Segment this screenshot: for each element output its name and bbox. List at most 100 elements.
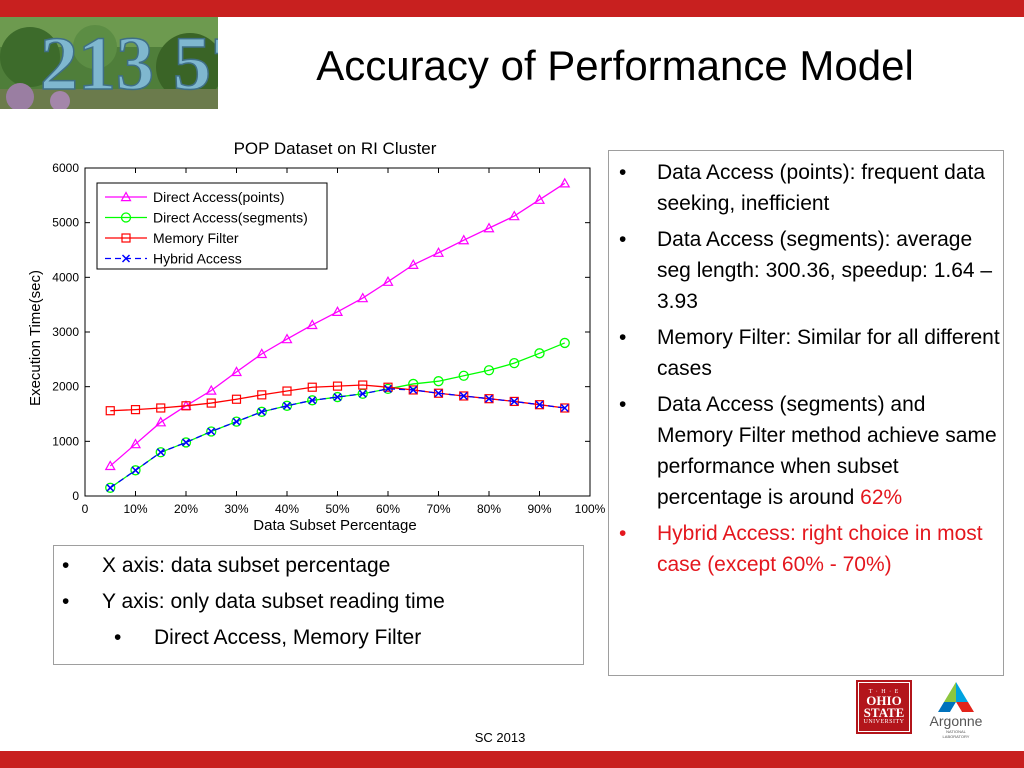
data-point-square [206, 398, 216, 408]
bullet-marker: • [62, 554, 70, 577]
note-item: • Y axis: only data subset reading time [54, 590, 583, 614]
data-point-x-stroke [535, 400, 544, 409]
data-point-x [156, 448, 165, 457]
data-point-triangle [281, 333, 293, 344]
data-point-square [130, 405, 141, 415]
y-tick-label: 2000 [52, 380, 79, 394]
y-tick-label: 4000 [52, 270, 79, 284]
data-point-x [535, 400, 544, 409]
data-point-x [560, 403, 569, 413]
data-point-circle [155, 447, 166, 458]
x-tick-label: 80% [477, 502, 501, 516]
data-point-triangle [256, 348, 268, 359]
slide-title: Accuracy of Performance Model [316, 42, 914, 89]
finding-item: • Data Access (segments) and Memory Filte… [609, 389, 1003, 513]
data-point-triangle [120, 191, 132, 202]
photo-sculpture-text: 213 57 [40, 22, 218, 106]
data-point-x-stroke [156, 448, 165, 457]
data-point-circle [180, 437, 192, 448]
legend-entry: Hybrid Access [105, 251, 242, 267]
argonne-sub1: NATIONAL [946, 729, 966, 734]
legend-label: Direct Access(points) [153, 189, 284, 205]
data-point-x [121, 254, 131, 263]
argonne-sub2: LABORATORY [943, 734, 970, 739]
data-point-circle [105, 482, 116, 493]
data-point-x-stroke [181, 438, 191, 447]
x-tick-label: 10% [123, 502, 147, 516]
bottom-red-bar [0, 751, 1024, 768]
x-tick-label: 0 [82, 502, 89, 516]
bullet-marker: • [114, 626, 122, 649]
x-tick-label: 30% [224, 502, 248, 516]
data-point-circle [307, 395, 318, 406]
finding-highlight: 62% [860, 486, 903, 509]
data-point-square [156, 403, 166, 413]
legend-entry: Direct Access(segments) [105, 210, 308, 226]
data-point-x-stroke [510, 397, 519, 406]
data-point-circle [458, 370, 469, 381]
data-point-x [459, 391, 468, 400]
data-point-x-stroke [383, 384, 393, 393]
data-point-x [131, 466, 140, 475]
osu-logo-line3: STATE [863, 705, 905, 720]
data-point-square [105, 406, 115, 416]
x-tick-label: 60% [376, 502, 400, 516]
data-point-x [308, 396, 317, 405]
finding-text: Data Access (segments): average seg leng… [657, 228, 993, 313]
ohio-state-logo-inner: T · H · E OHIO STATE UNIVERSITY [858, 682, 910, 732]
data-point-triangle [306, 319, 318, 330]
data-point-triangle [559, 177, 571, 188]
y-tick-label: 5000 [52, 216, 79, 230]
y-tick-label: 0 [72, 489, 79, 503]
data-point-square [307, 382, 317, 392]
data-point-x-stroke [257, 407, 266, 416]
bullet-marker: • [619, 522, 627, 545]
finding-text: Data Access (segments) and Memory Filter… [657, 393, 997, 509]
data-point-circle [483, 365, 495, 376]
data-point-x-stroke [121, 254, 131, 263]
data-point-x [232, 417, 241, 426]
data-point-triangle [205, 384, 217, 395]
data-point-x [333, 393, 342, 402]
data-point-x [383, 384, 393, 393]
data-point-triangle [357, 292, 369, 303]
data-point-triangle [407, 259, 419, 269]
chart-legend: Direct Access(points) Direct Access(segme… [96, 182, 328, 270]
data-point-x [409, 385, 418, 394]
data-point-triangle [104, 460, 116, 471]
legend-label: Memory Filter [153, 230, 239, 246]
osu-logo-line1: T · H · E [868, 689, 900, 695]
data-point-x-stroke [207, 427, 216, 436]
data-point-x-stroke [434, 389, 443, 398]
legend-label: Hybrid Access [153, 251, 242, 267]
data-point-x [106, 483, 115, 492]
data-point-x [358, 389, 367, 398]
y-tick-label: 6000 [52, 161, 79, 175]
axis-notes-box: • X axis: data subset percentage • Y axis:… [53, 545, 584, 665]
data-point-x [510, 397, 519, 406]
data-point-x-stroke [560, 403, 569, 413]
bullet-marker: • [619, 228, 627, 251]
findings-list: • Data Access (points): frequent data see… [609, 151, 1003, 580]
data-point-x-stroke [409, 385, 418, 394]
data-point-circle [256, 406, 267, 417]
finding-item: • Data Access (points): frequent data see… [609, 157, 1003, 219]
data-point-x-stroke [106, 483, 115, 492]
data-point-x-stroke [459, 391, 468, 400]
data-point-circle [408, 378, 419, 390]
findings-box: • Data Access (points): frequent data see… [608, 150, 1004, 676]
data-point-triangle [129, 438, 142, 449]
x-tick-label: 90% [527, 502, 551, 516]
legend-entry: Direct Access(points) [105, 189, 284, 205]
legend-entry: Memory Filter [105, 230, 239, 246]
data-point-square [231, 394, 242, 404]
header-photo-image: 213 57 [0, 17, 218, 109]
data-point-square [332, 381, 343, 391]
data-point-x-stroke [358, 389, 367, 398]
argonne-logo-graphic: Argonne NATIONAL LABORATORY [930, 682, 983, 739]
data-point-triangle [155, 416, 167, 427]
data-point-x [484, 394, 494, 403]
data-point-square [358, 380, 368, 390]
data-point-circle [559, 337, 570, 349]
data-point-square [282, 386, 292, 396]
